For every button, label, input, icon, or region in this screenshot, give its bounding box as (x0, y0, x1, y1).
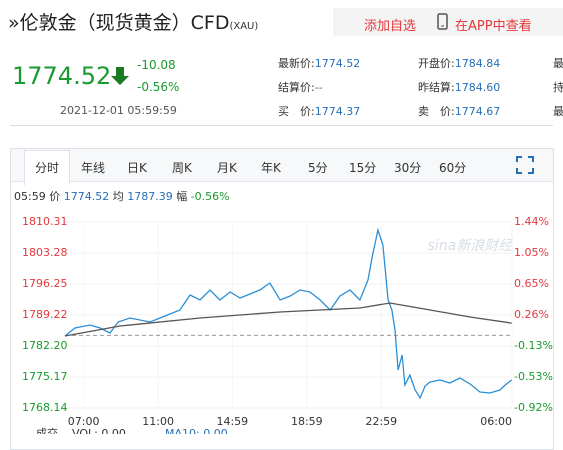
stat: 最 (553, 55, 563, 71)
toolbar (333, 8, 563, 36)
y2-tick-label: 0.26% (514, 308, 549, 321)
y2-tick-label: 1.05% (514, 246, 549, 259)
fullscreen-icon[interactable] (516, 156, 534, 174)
x-tick-label: 11:00 (142, 415, 174, 428)
stat-value: 1784.84 (454, 57, 501, 70)
volume-ma: MA10: 0.00 (165, 427, 228, 434)
page: »伦敦金（现货黄金）CFD(XAU) 添加自选 在APP中查看 1774.52 … (8, 8, 563, 450)
y-tick-label: 1810.31 (22, 215, 68, 228)
percent-change: -0.56% (137, 80, 180, 94)
stat-label: 最 (553, 105, 563, 118)
tab[interactable]: 年K (261, 161, 281, 175)
stat: 卖 价:1774.67 (418, 103, 500, 119)
chart: sina新浪财经 1768.14 1775.17 1782.20 1789.22 1796… (22, 215, 553, 434)
tab[interactable]: 5分 (308, 161, 328, 175)
tab[interactable]: 30分 (394, 161, 422, 175)
stat: 最 (553, 103, 563, 119)
info-price: 1774.52 (63, 190, 110, 203)
stat: 开盘价:1784.84 (418, 55, 500, 71)
stat-value: 1774.67 (454, 105, 501, 118)
stat-label: 开盘价: (418, 57, 455, 70)
tab-bar (11, 149, 553, 182)
y2-tick-label: 0.65% (514, 277, 549, 290)
info-line: 05:59 价 1774.52 均 1787.39 幅 -0.56% (14, 188, 230, 204)
volume-label: 成交 (36, 426, 58, 434)
volume-value: VOL: 0.00 (72, 427, 126, 434)
y2-tick-label: -0.13% (514, 339, 553, 352)
stat-label: 卖 价: (418, 105, 455, 118)
x-tick-label: 14:59 (216, 415, 248, 428)
y2-tick-label: -0.53% (514, 370, 553, 383)
down-arrow (111, 67, 129, 85)
watermark: sina新浪财经 (428, 238, 515, 254)
tab[interactable]: 月K (217, 161, 237, 175)
stat: 昨结算:1784.60 (418, 79, 500, 95)
add-watchlist[interactable]: 添加自选 (364, 19, 417, 34)
divider (10, 125, 553, 126)
stat-value: 1774.52 (314, 57, 361, 70)
y-tick-label: 1768.14 (22, 401, 68, 414)
stat-label: 买 价: (278, 105, 315, 118)
info-time: 05:59 (14, 190, 46, 203)
open-app[interactable]: 在APP中查看 (455, 19, 532, 34)
y2-tick-label: -0.92% (514, 401, 553, 414)
x-tick-label: 22:59 (365, 415, 397, 428)
quote-time: 2021-12-01 05:59:59 (60, 104, 177, 117)
stat: 结算价:-- (278, 79, 323, 95)
stat: 最新价:1774.52 (278, 55, 360, 71)
title-text: »伦敦金（现货黄金）CFD (8, 12, 230, 34)
tab[interactable]: 周K (172, 161, 192, 175)
stat: 买 价:1774.37 (278, 103, 360, 119)
tab[interactable]: 60分 (439, 161, 467, 175)
y-tick-label: 1803.28 (22, 246, 68, 259)
x-tick-label: 07:00 (68, 415, 100, 428)
info-label: 幅 (176, 190, 188, 203)
price-line (64, 227, 513, 400)
symbol-code: (XAU) (229, 21, 259, 32)
last-price: 1774.52 (12, 62, 112, 90)
tab[interactable]: 分时 (24, 150, 71, 185)
info-label: 价 (49, 190, 61, 203)
info-pct: -0.56% (190, 190, 230, 203)
info-label: 均 (112, 190, 124, 203)
y-tick-label: 1796.25 (22, 277, 68, 290)
stat-label: 最新价: (278, 57, 315, 70)
stat: 持 (553, 79, 563, 95)
stat-value: 1784.60 (454, 81, 501, 94)
info-avg: 1787.39 (127, 190, 173, 203)
tab[interactable]: 日K (127, 161, 147, 175)
y-tick-label: 1789.22 (22, 308, 68, 321)
x-tick-label: 06:00 (480, 415, 512, 428)
price-line (64, 302, 512, 337)
stat-label: 最 (553, 57, 563, 70)
stat-label: 持 (553, 81, 563, 94)
tab[interactable]: 年线 (81, 161, 106, 175)
stat-value: 1774.37 (314, 105, 361, 118)
price-change: -10.08 (137, 58, 176, 72)
title: »伦敦金（现货黄金）CFD(XAU) (8, 8, 258, 35)
stat-value: -- (314, 81, 323, 94)
y-tick-label: 1782.20 (22, 339, 68, 352)
y-tick-label: 1775.17 (22, 370, 68, 383)
stat-label: 昨结算: (418, 81, 455, 94)
x-tick-label: 18:59 (291, 415, 323, 428)
y2-tick-label: 1.44% (514, 215, 549, 228)
stat-label: 结算价: (278, 81, 315, 94)
phone-icon (437, 13, 448, 30)
tab[interactable]: 15分 (349, 161, 377, 175)
